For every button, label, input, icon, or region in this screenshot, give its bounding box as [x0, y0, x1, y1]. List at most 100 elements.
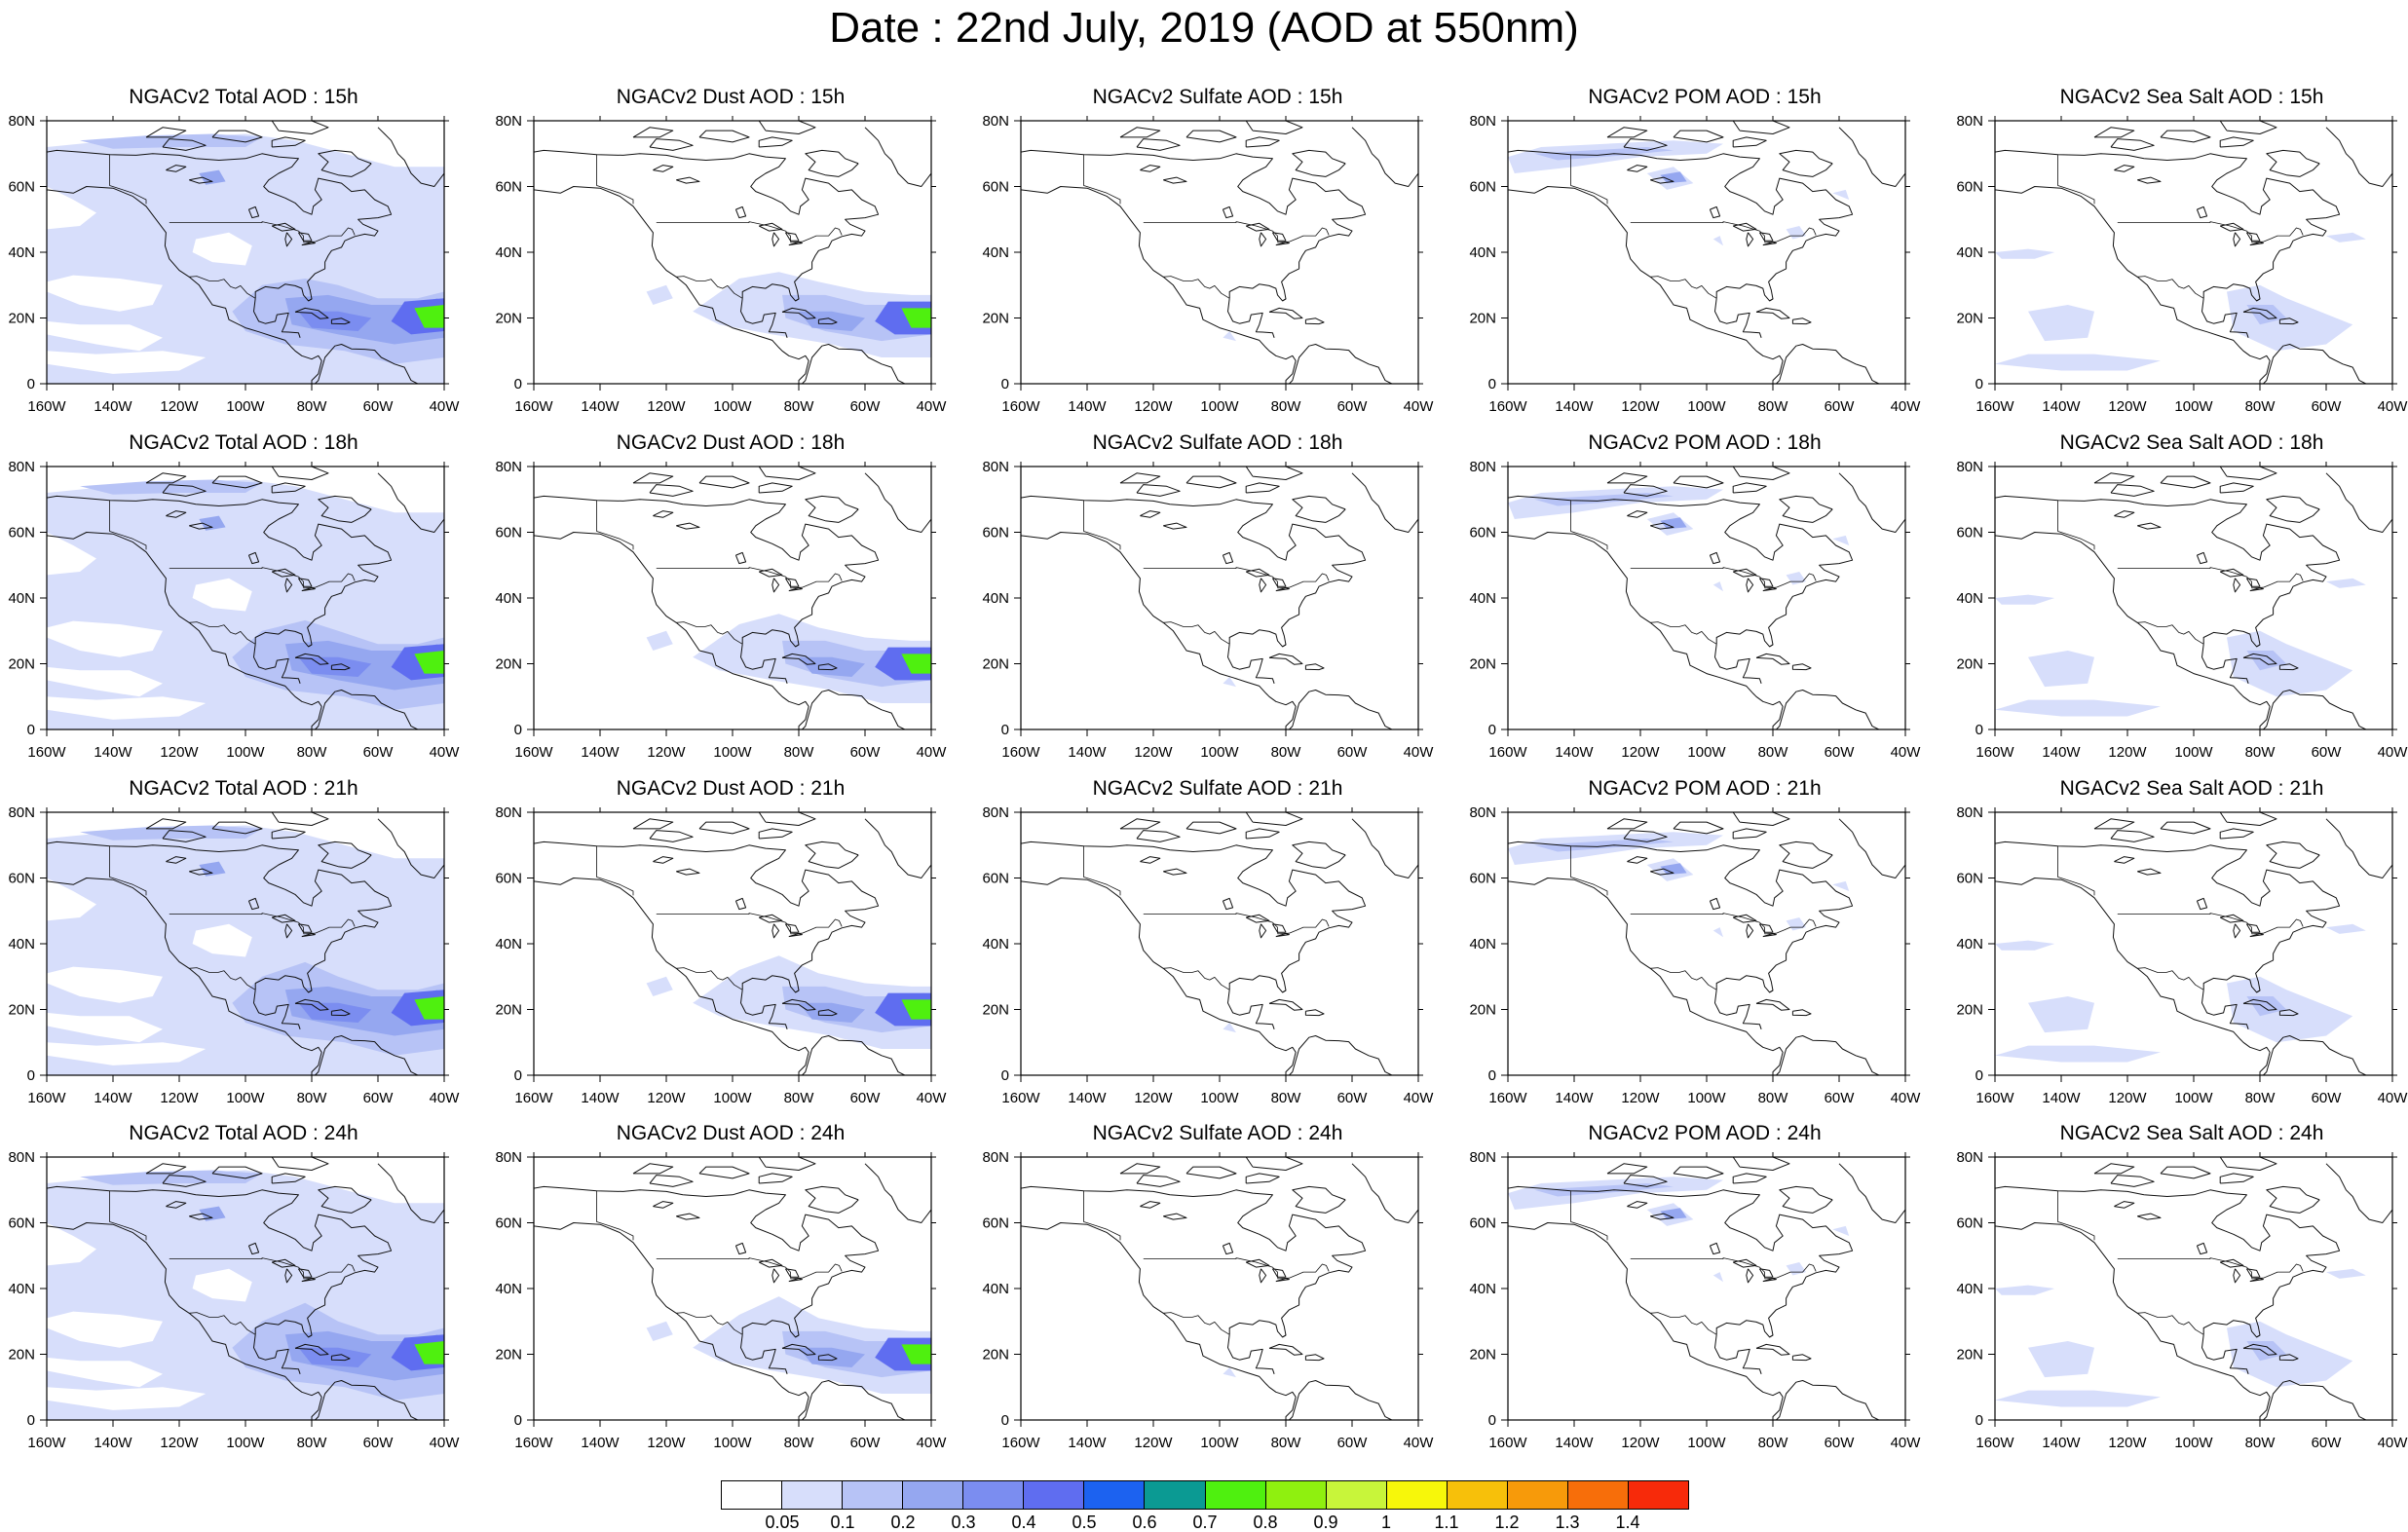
y-tick-label: 0	[27, 722, 35, 738]
panel-title: NGACv2 Sea Salt AOD : 21h	[2059, 777, 2324, 800]
y-tick-label: 80N	[495, 1149, 522, 1166]
y-tick-label: 0	[1488, 1412, 1496, 1429]
x-tick-label: 80W	[1271, 744, 1302, 761]
x-tick-label: 100W	[2174, 1090, 2213, 1106]
colorbar-label: 0.9	[1313, 1513, 1338, 1532]
map-plot: 160W 140W 120W 100W 80W 60W 40W 80N 60N 40N 20N 0	[495, 113, 947, 415]
coastlines	[1508, 1157, 1905, 1420]
y-tick-label: 20N	[1469, 656, 1496, 673]
x-tick-label: 160W	[514, 744, 553, 761]
map-plot: 160W 140W 120W 100W 80W 60W 40W 80N 60N 40N 20N 0	[8, 1149, 460, 1451]
aod-field	[47, 1170, 444, 1420]
y-tick-label: 40N	[495, 936, 522, 953]
map-panel: NGACv2 Dust AOD : 15h 160W 140W 120W 100W 80W…	[487, 86, 974, 417]
y-tick-label: 20N	[982, 1002, 1009, 1019]
map-plot: 160W 140W 120W 100W 80W 60W 40W 80N 60N 40N 20N 0	[1956, 459, 2408, 761]
x-tick-label: 140W	[581, 1435, 620, 1451]
x-tick-label: 60W	[363, 398, 395, 415]
aod-field	[646, 1296, 931, 1394]
map-panel: NGACv2 Sulfate AOD : 24h 160W 140W 120W 100W…	[974, 1122, 1461, 1453]
aod-field	[1223, 677, 1236, 688]
map-panel: NGACv2 POM AOD : 24h 160W 140W 120W 100W 80W 6…	[1461, 1122, 1948, 1453]
x-tick-label: 100W	[226, 744, 265, 761]
x-tick-label: 120W	[2108, 744, 2147, 761]
x-tick-label: 60W	[1825, 398, 1856, 415]
x-tick-label: 60W	[850, 398, 882, 415]
panel-title: NGACv2 POM AOD : 21h	[1588, 777, 1822, 800]
x-tick-label: 140W	[1068, 398, 1107, 415]
x-tick-label: 140W	[1555, 1090, 1594, 1106]
x-tick-label: 60W	[2312, 1435, 2343, 1451]
coastlines	[1021, 467, 1418, 729]
colorbar-swatch	[1507, 1481, 1568, 1509]
x-tick-label: 40W	[917, 1435, 948, 1451]
x-tick-label: 40W	[1404, 398, 1435, 415]
y-tick-label: 80N	[495, 804, 522, 821]
x-tick-label: 120W	[1134, 1090, 1173, 1106]
x-tick-label: 140W	[581, 1090, 620, 1106]
y-tick-label: 40N	[495, 244, 522, 261]
y-tick-label: 40N	[1469, 244, 1496, 261]
x-tick-label: 120W	[1621, 1090, 1660, 1106]
y-tick-label: 80N	[1469, 1149, 1496, 1166]
x-tick-label: 120W	[647, 1435, 686, 1451]
x-tick-label: 80W	[297, 398, 328, 415]
y-tick-label: 80N	[495, 459, 522, 475]
map-plot: 160W 140W 120W 100W 80W 60W 40W 80N 60N 40N 20N 0	[8, 113, 460, 415]
map-panel: NGACv2 Sulfate AOD : 18h 160W 140W 120W 100W…	[974, 431, 1461, 763]
y-tick-label: 40N	[1956, 936, 1983, 953]
x-tick-label: 60W	[363, 1435, 395, 1451]
panel-title: NGACv2 Total AOD : 24h	[129, 1122, 358, 1144]
y-tick-label: 80N	[8, 459, 35, 475]
map-plot: 160W 140W 120W 100W 80W 60W 40W 80N 60N 40N 20N 0	[1469, 1149, 1922, 1451]
colorbar-label: 1	[1380, 1513, 1392, 1532]
y-tick-label: 60N	[1469, 179, 1496, 196]
x-tick-label: 40W	[2378, 1090, 2408, 1106]
y-tick-label: 60N	[8, 525, 35, 542]
colorbar-swatch	[782, 1481, 844, 1509]
x-tick-label: 80W	[1271, 1090, 1302, 1106]
y-tick-label: 60N	[495, 871, 522, 887]
y-tick-label: 20N	[1469, 1002, 1496, 1019]
x-tick-label: 120W	[160, 1435, 199, 1451]
coastlines	[47, 121, 444, 384]
colorbar-swatch	[843, 1481, 904, 1509]
y-tick-label: 0	[27, 376, 35, 392]
colorbar-label: 0.2	[890, 1513, 916, 1532]
x-tick-label: 120W	[160, 1090, 199, 1106]
x-tick-label: 140W	[1555, 744, 1594, 761]
y-tick-label: 40N	[982, 1281, 1009, 1297]
x-tick-label: 160W	[1975, 1435, 2014, 1451]
figure-title: Date : 22nd July, 2019 (AOD at 550nm)	[829, 4, 1579, 52]
x-tick-label: 160W	[1488, 744, 1527, 761]
aod-field	[646, 614, 931, 703]
x-tick-label: 160W	[1488, 1435, 1527, 1451]
x-tick-label: 120W	[647, 1090, 686, 1106]
x-tick-label: 140W	[2042, 1090, 2081, 1106]
y-tick-label: 60N	[982, 525, 1009, 542]
y-tick-label: 20N	[8, 1347, 35, 1364]
y-tick-label: 60N	[1469, 871, 1496, 887]
x-tick-label: 140W	[2042, 744, 2081, 761]
aod-field	[1995, 1268, 2366, 1407]
x-tick-label: 80W	[2245, 398, 2276, 415]
y-tick-label: 60N	[495, 525, 522, 542]
x-tick-label: 160W	[1488, 1090, 1527, 1106]
x-tick-label: 160W	[514, 1090, 553, 1106]
map-plot: 160W 140W 120W 100W 80W 60W 40W 80N 60N 40N 20N 0	[495, 459, 947, 761]
x-tick-label: 80W	[784, 1435, 815, 1451]
coastlines	[534, 121, 931, 384]
y-tick-label: 60N	[1956, 525, 1983, 542]
x-tick-label: 140W	[94, 1090, 132, 1106]
x-tick-label: 80W	[784, 744, 815, 761]
x-tick-label: 140W	[94, 1435, 132, 1451]
x-tick-label: 140W	[1068, 1435, 1107, 1451]
y-tick-label: 40N	[495, 1281, 522, 1297]
x-tick-label: 120W	[1134, 398, 1173, 415]
panel-title: NGACv2 Dust AOD : 18h	[616, 431, 846, 454]
colorbar-swatch	[1567, 1481, 1629, 1509]
x-tick-label: 80W	[1758, 1435, 1789, 1451]
y-tick-label: 40N	[1956, 244, 1983, 261]
x-tick-label: 40W	[1891, 1435, 1922, 1451]
map-panel: NGACv2 Total AOD : 15h 160W 140W 120W 100W 80…	[0, 86, 487, 417]
